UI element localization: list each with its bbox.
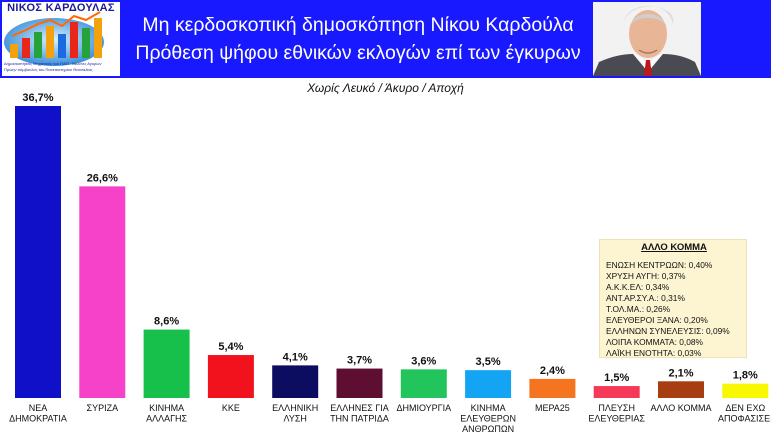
portrait-picture	[593, 2, 701, 76]
category-label: ΝΕΑ ΔΗΜΟΚΡΑΤΙΑ	[9, 403, 67, 424]
bar	[529, 378, 576, 398]
bar	[400, 369, 447, 398]
category-label: ΚΙΝΗΜΑ ΑΛΛΑΓΗΣ	[146, 403, 187, 424]
data-label: 1,8%	[733, 370, 758, 382]
logo-name: ΝΙΚΟΣ ΚΑΡΔΟΥΛΑΣ	[7, 2, 115, 14]
category-label: ΕΛΛΗΝΕΣ ΓΙΑ ΤΗΝ ΠΑΤΡΙΔΑ	[330, 403, 389, 424]
bar	[207, 355, 254, 398]
data-label: 3,6%	[411, 355, 436, 367]
header-title-line1: Μη κερδοσκοπική δημοσκόπηση Νίκου Καρδού…	[142, 14, 574, 36]
data-label: 2,1%	[668, 367, 693, 379]
category-label: ΜΕΡΑ25	[535, 403, 570, 413]
bar	[272, 365, 319, 398]
other-party-item: ΛΟΙΠΑ ΚΟΜΜΑΤΑ: 0,08%	[606, 337, 703, 347]
data-label: 8,6%	[154, 316, 179, 328]
category-label: ΣΥΡΙΖΑ	[87, 403, 119, 413]
bar	[15, 106, 61, 398]
category-label: ΚΙΝΗΜΑ ΕΛΕΥΘΕΡΩΝ ΑΝΘΡΩΠΩΝ	[460, 403, 516, 434]
other-parties-title: ΑΛΛΟ ΚΟΜΜΑ	[641, 242, 707, 253]
other-party-item: ΕΛΕΥΘΕΡΟΙ ΞΑΝΑ: 0,20%	[606, 315, 708, 325]
other-party-item: ΧΡΥΣΗ ΑΥΓΗ: 0,37%	[606, 271, 686, 281]
bar	[593, 386, 640, 398]
other-party-item: Α.Κ.Κ.ΕΛ: 0,34%	[606, 282, 670, 292]
other-party-item: ΑΝΤ.ΑΡ.ΣΥ.Α.: 0,31%	[606, 293, 685, 303]
data-label: 36,7%	[22, 92, 53, 104]
bar	[336, 368, 383, 398]
data-label: 4,1%	[283, 351, 308, 363]
data-label: 5,4%	[218, 341, 243, 353]
bar	[658, 381, 704, 398]
header-banner: ΝΙΚΟΣ ΚΑΡΔΟΥΛΑΣ Δημοσκοπήσεις Μηχανικός …	[0, 0, 771, 78]
other-parties-box: ΑΛΛΟ ΚΟΜΜΑ ΕΝΩΣΗ ΚΕΝΤΡΩΩΝ: 0,40% ΧΡΥΣΗ Α…	[599, 239, 747, 358]
chart-subtitle: Χωρίς Λευκό / Άκυρο / Αποχή	[307, 81, 464, 95]
logo-fine-print: Δημοσκοπήσεις Μηχανικός του ΠΑΠ · Μελέτε…	[4, 61, 102, 66]
other-party-item: ΕΛΛΗΝΩΝ ΣΥΝΕΛΕΥΣΙΣ: 0,09%	[606, 326, 730, 336]
category-label: ΔΕΝ ΕΧΩ ΑΠΟΦΑΣΙΣΕΙ	[718, 403, 771, 424]
data-label: 26,6%	[87, 172, 118, 184]
category-label: ΚΚΕ	[222, 403, 240, 413]
category-label: ΕΛΛΗΝΙΚΗ ΛΥΣΗ	[272, 403, 318, 424]
bar	[143, 329, 190, 398]
other-party-item: Τ.ΟΛ.ΜΑ.: 0,26%	[606, 304, 671, 314]
data-label: 3,7%	[347, 355, 372, 367]
logo-fine-print: Πρώην σύμβουλος του Πανεπιστημίου Θεσσαλ…	[4, 67, 93, 72]
category-label: ΠΛΕΥΣΗ ΕΛΕΥΘΕΡΙΑΣ	[588, 403, 645, 424]
category-label: ΔΗΜΙΟΥΡΓΙΑ	[396, 403, 451, 413]
bar	[465, 370, 512, 398]
pollster-logo: ΝΙΚΟΣ ΚΑΡΔΟΥΛΑΣ Δημοσκοπήσεις Μηχανικός …	[2, 2, 120, 76]
other-party-item: ΛΑΪΚΗ ΕΝΟΤΗΤΑ: 0,03%	[606, 348, 702, 358]
logo-graphic	[4, 11, 104, 66]
bar	[722, 383, 769, 398]
header-title-line2: Πρόθεση ψήφου εθνικών εκλογών επί των έγ…	[135, 42, 581, 64]
pollster-photo	[593, 2, 701, 76]
other-party-item: ΕΝΩΣΗ ΚΕΝΤΡΩΩΝ: 0,40%	[606, 260, 713, 270]
category-label: ΑΛΛΟ ΚΟΜΜΑ	[650, 403, 711, 413]
data-label: 2,4%	[540, 365, 565, 377]
data-label: 3,5%	[476, 356, 501, 368]
data-label: 1,5%	[604, 372, 629, 384]
bar	[79, 186, 126, 398]
